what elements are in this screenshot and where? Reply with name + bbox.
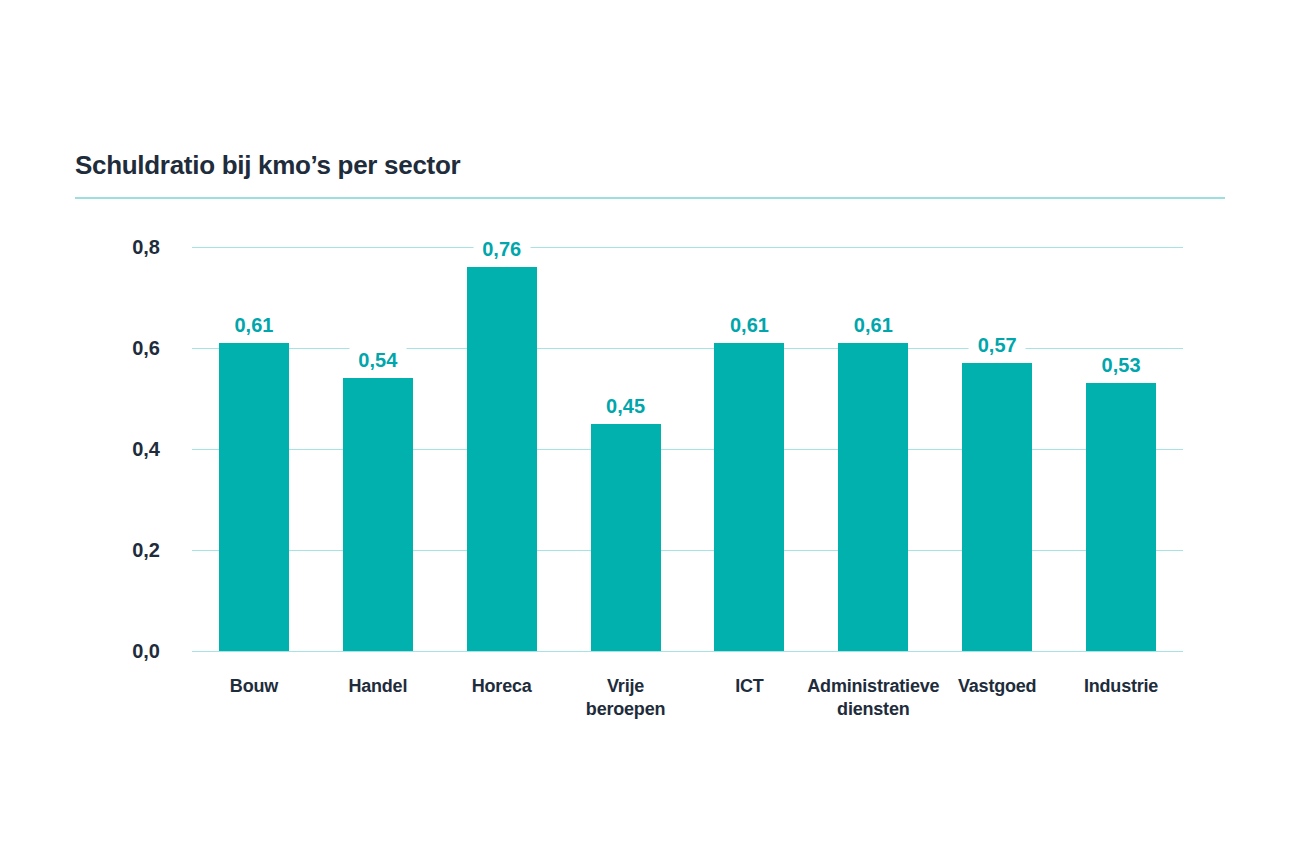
plot-area: 0,61Bouw0,54Handel0,76Horeca0,45Vrije be… xyxy=(192,247,1183,651)
bar-column: 0,53Industrie xyxy=(1059,247,1183,651)
bar-column: 0,76Horeca xyxy=(440,247,564,651)
value-label: 0,76 xyxy=(473,237,530,261)
bar-column: 0,61Bouw xyxy=(192,247,316,651)
y-tick-label: 0,4 xyxy=(60,436,160,462)
value-label: 0,54 xyxy=(349,348,406,372)
bar xyxy=(1086,383,1156,651)
bar xyxy=(467,267,537,651)
gridline xyxy=(192,651,1183,652)
y-tick-label: 0,8 xyxy=(60,234,160,260)
x-axis-label: Industrie xyxy=(1026,675,1216,698)
bar xyxy=(591,424,661,651)
bar xyxy=(343,378,413,651)
value-label: 0,57 xyxy=(969,333,1026,357)
bar xyxy=(714,343,784,651)
bar-column: 0,54Handel xyxy=(316,247,440,651)
bar-column: 0,61ICT xyxy=(688,247,812,651)
y-tick-label: 0,2 xyxy=(60,537,160,563)
bar-column: 0,57Vastgoed xyxy=(935,247,1059,651)
value-label: 0,53 xyxy=(1093,353,1150,377)
value-label: 0,61 xyxy=(845,313,902,337)
value-label: 0,61 xyxy=(721,313,778,337)
value-label: 0,45 xyxy=(597,394,654,418)
chart-title: Schuldratio bij kmo’s per sector xyxy=(75,150,460,181)
bar xyxy=(219,343,289,651)
bar xyxy=(838,343,908,651)
value-label: 0,61 xyxy=(225,313,282,337)
bar xyxy=(962,363,1032,651)
y-tick-label: 0,0 xyxy=(60,638,160,664)
bar-column: 0,45Vrije beroepen xyxy=(564,247,688,651)
y-axis: 0,80,60,40,20,0 xyxy=(60,247,160,651)
y-tick-label: 0,6 xyxy=(60,335,160,361)
title-divider xyxy=(75,197,1225,199)
chart-canvas: Schuldratio bij kmo’s per sector 0,8 0,6 0… xyxy=(0,0,1300,866)
bar-column: 0,61Administratieve diensten xyxy=(811,247,935,651)
